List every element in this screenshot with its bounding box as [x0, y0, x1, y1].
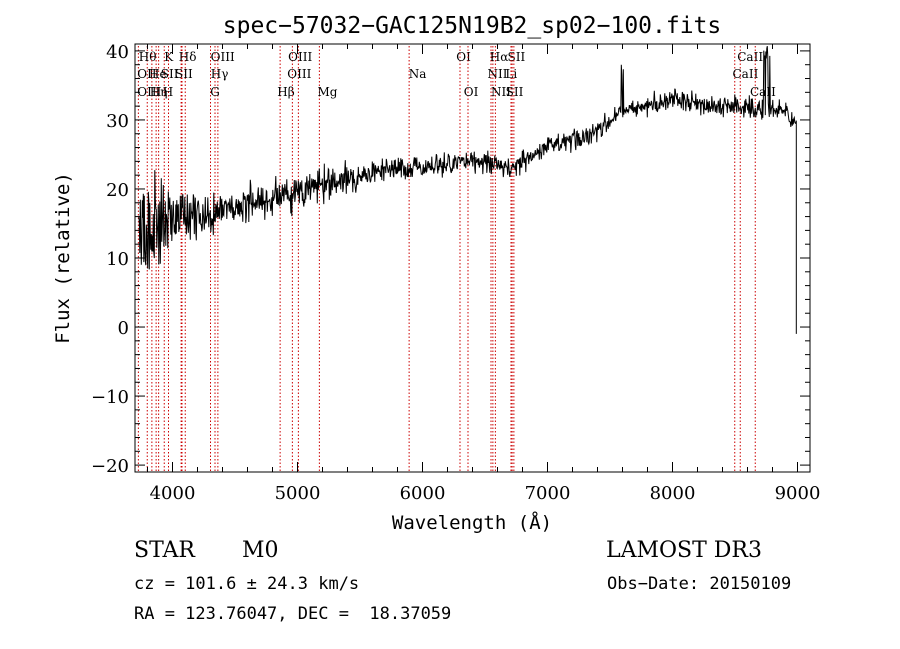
line-label: K [164, 50, 174, 64]
line-label: Hγ [211, 67, 229, 81]
line-label: OIII [137, 85, 161, 99]
y-tick-label: −20 [91, 456, 129, 477]
x-axis-label: Wavelength (Å) [392, 511, 552, 534]
spectral-line-markers: HθOIIOIIIKHeHηSIIHHδSIIOIIIHγGHβOIIIOIII… [137, 46, 776, 471]
line-label: OI [464, 85, 479, 99]
line-label: OIII [211, 50, 235, 64]
line-label: Hβ [277, 85, 294, 99]
plot-axes: 4000 5000 6000 7000 8000 9000 −20 −10 0 10 20 30 40 [91, 42, 820, 504]
x-tick-label: 9000 [775, 483, 821, 504]
y-tick-label: 0 [118, 318, 129, 339]
chart-title: spec−57032−GAC125N19B2_sp02−100.fits [223, 13, 722, 39]
line-label: OIII [287, 67, 311, 81]
line-label: Hα [490, 50, 509, 64]
line-label: CaII [737, 50, 763, 64]
spectrum-line [138, 45, 797, 334]
y-tick-label: 30 [106, 111, 129, 132]
line-label: Na [409, 67, 427, 81]
x-tick-label: 4000 [150, 483, 196, 504]
line-label: CaII [733, 67, 759, 81]
line-label: NII [488, 67, 508, 81]
line-label: SII [161, 67, 179, 81]
line-label: Li [505, 67, 517, 81]
observation-date: Obs−Date: 20150109 [607, 574, 792, 594]
line-label: OIII [288, 50, 312, 64]
y-tick-label: 10 [106, 249, 129, 270]
x-tick-label: 7000 [525, 483, 571, 504]
spectrum-series [138, 45, 797, 334]
line-label: Hη [150, 85, 168, 99]
line-label: H [163, 85, 173, 99]
y-axis-label: Flux (relative) [52, 172, 74, 344]
y-tick-label: 40 [106, 42, 129, 63]
y-tick-label: 20 [106, 180, 129, 201]
line-label: NII [491, 85, 511, 99]
object-subclass: M0 [242, 538, 279, 563]
line-label: SII [506, 85, 524, 99]
y-tick-label: −10 [91, 387, 129, 408]
object-class: STAR [134, 538, 195, 563]
line-label: G [210, 85, 220, 99]
x-tick-label: 5000 [275, 483, 321, 504]
line-label: He [149, 67, 167, 81]
line-label: Mg [318, 85, 338, 99]
line-label: Hθ [139, 50, 157, 64]
x-tick-label: 6000 [400, 483, 446, 504]
ra-dec-coordinates: RA = 123.76047, DEC = 18.37059 [134, 604, 452, 624]
redshift-velocity: cz = 101.6 ± 24.3 km/s [134, 574, 360, 594]
line-label: SII [175, 67, 193, 81]
line-label: OI [456, 50, 471, 64]
x-tick-label: 8000 [650, 483, 696, 504]
line-label: Hδ [179, 50, 197, 64]
survey-label: LAMOST DR3 [606, 538, 762, 563]
line-label: SII [508, 50, 526, 64]
